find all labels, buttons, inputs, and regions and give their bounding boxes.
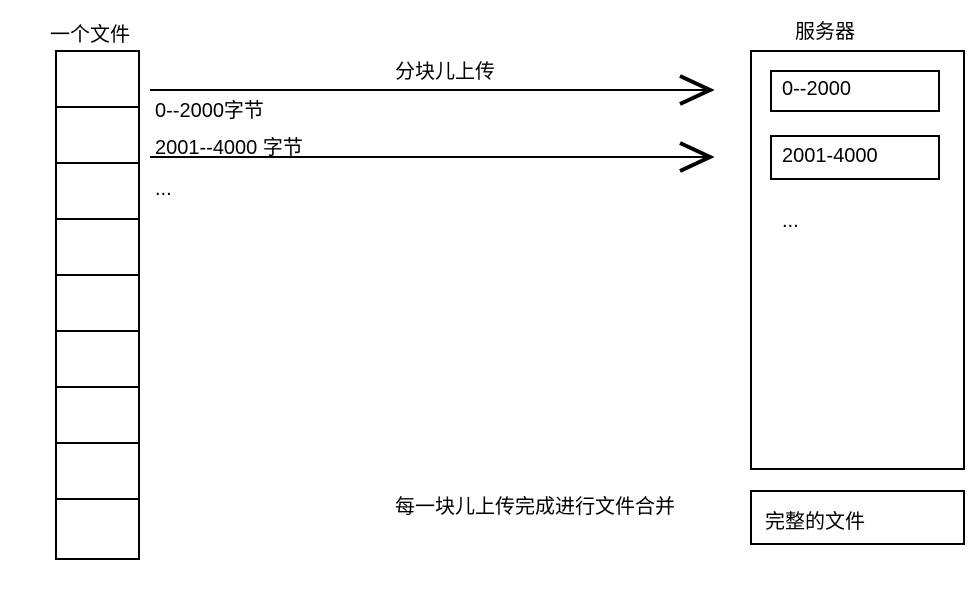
server-chunk2-label: 2001-4000	[782, 145, 878, 168]
chunk2-label: 2001--4000 字节	[155, 131, 303, 160]
merge-label: 每一块儿上传完成进行文件合并	[395, 490, 675, 519]
file-ellipsis-label: ...	[155, 178, 172, 201]
upload-label: 分块儿上传	[395, 55, 495, 84]
complete-file-label: 完整的文件	[765, 505, 865, 534]
chunk1-label: 0--2000字节	[155, 94, 264, 123]
server-ellipsis-label: ...	[782, 210, 799, 233]
server-chunk1-label: 0--2000	[782, 78, 851, 101]
